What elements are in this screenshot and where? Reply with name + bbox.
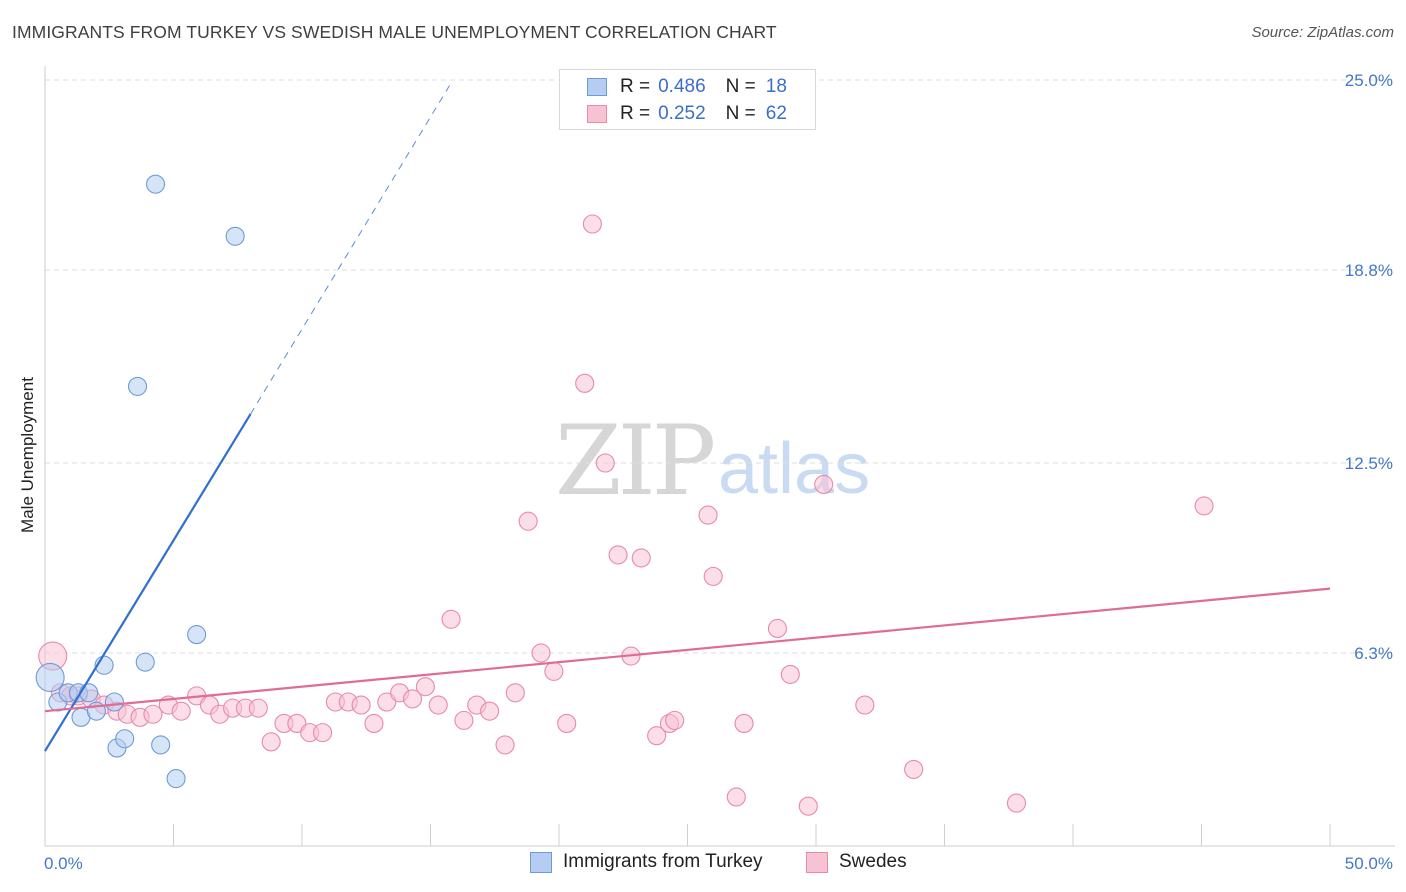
point-turkey [79,683,99,703]
point-swedes [734,713,754,733]
point-swedes [814,474,834,494]
point-swedes [143,704,163,724]
trendline-turkey [44,413,252,752]
point-turkey [35,662,65,693]
point-turkey [115,729,135,749]
point-swedes [798,796,818,816]
legend-n-value: 18 [765,76,787,97]
point-turkey [104,692,124,712]
legend-swatch-turkey [530,851,552,873]
point-swedes [703,566,723,586]
legend-item-swedes: Swedes [806,851,907,873]
point-turkey [135,652,155,672]
legend-swatch-turkey [587,78,607,96]
legend-item-turkey: Immigrants from Turkey [530,851,763,873]
trendline-swedes [44,587,1331,713]
point-turkey [151,735,171,755]
legend-label-turkey: Immigrants from Turkey [563,851,763,872]
legend-r-label: R = [620,76,651,97]
chart-source: Source: ZipAtlas.com [1251,24,1394,41]
point-swedes [557,713,577,733]
x-tick-label-min: 0.0% [44,854,83,873]
point-swedes [767,618,788,639]
y-tick-label: 25.0% [1345,71,1393,90]
legend-n-value: 62 [765,103,787,124]
legend-swatch-swedes [587,105,607,123]
point-turkey [225,226,245,246]
point-swedes [402,689,423,709]
point-swedes [428,695,448,715]
point-swedes [171,701,191,721]
point-turkey [166,769,186,789]
legend-r-value: 0.486 [658,76,706,97]
watermark-zip: ZIP [555,405,716,517]
legend-label-swedes: Swedes [839,851,907,872]
point-swedes [313,723,333,743]
point-swedes [531,643,551,663]
point-swedes [1006,793,1027,813]
point-swedes [351,695,371,715]
point-swedes [505,683,525,703]
legend-row-turkey: R = 0.486 N = 18 [560,74,787,100]
point-swedes [595,453,615,473]
point-swedes [364,713,384,733]
point-swedes [575,373,595,393]
point-swedes [287,713,307,733]
point-swedes [726,787,746,807]
point-swedes [665,710,685,730]
legend-r-label: R = [620,103,651,124]
legend-n-label: N = [725,76,756,97]
point-swedes [495,735,515,755]
point-swedes [518,511,538,531]
point-swedes [631,548,651,568]
y-tick-label: 6.3% [1354,644,1393,663]
point-swedes [377,692,397,712]
watermark-atlas: atlas [718,429,871,509]
y-tick-label: 18.8% [1345,261,1393,280]
point-swedes [780,664,800,684]
point-swedes [454,710,474,730]
point-turkey [187,625,207,645]
point-swedes [855,695,875,715]
point-swedes [904,759,924,779]
point-swedes [248,698,268,718]
legend-n-label: N = [725,103,756,124]
point-swedes [608,545,628,565]
point-turkey [127,376,148,396]
point-swedes [698,505,718,525]
point-swedes [647,726,667,746]
legend-r-value: 0.252 [658,103,706,124]
trendline-extension-turkey [250,82,452,415]
series-legend: Immigrants from Turkey Swedes [0,851,1406,877]
correlation-legend: R = 0.486 N = 18 R = 0.252 N = 62 [559,69,816,130]
x-tick-label-max: 50.0% [1345,854,1393,873]
point-swedes [441,609,461,629]
point-swedes [544,661,564,681]
point-turkey [145,174,166,194]
point-swedes [582,214,602,234]
point-swedes [1194,496,1214,516]
point-swedes [261,732,281,752]
y-tick-label: 12.5% [1345,454,1393,473]
legend-row-swedes: R = 0.252 N = 62 [560,101,787,127]
point-swedes [480,701,500,721]
chart-title: IMMIGRANTS FROM TURKEY VS SWEDISH MALE U… [12,22,777,42]
legend-swatch-swedes [806,851,828,873]
point-swedes [415,677,435,697]
